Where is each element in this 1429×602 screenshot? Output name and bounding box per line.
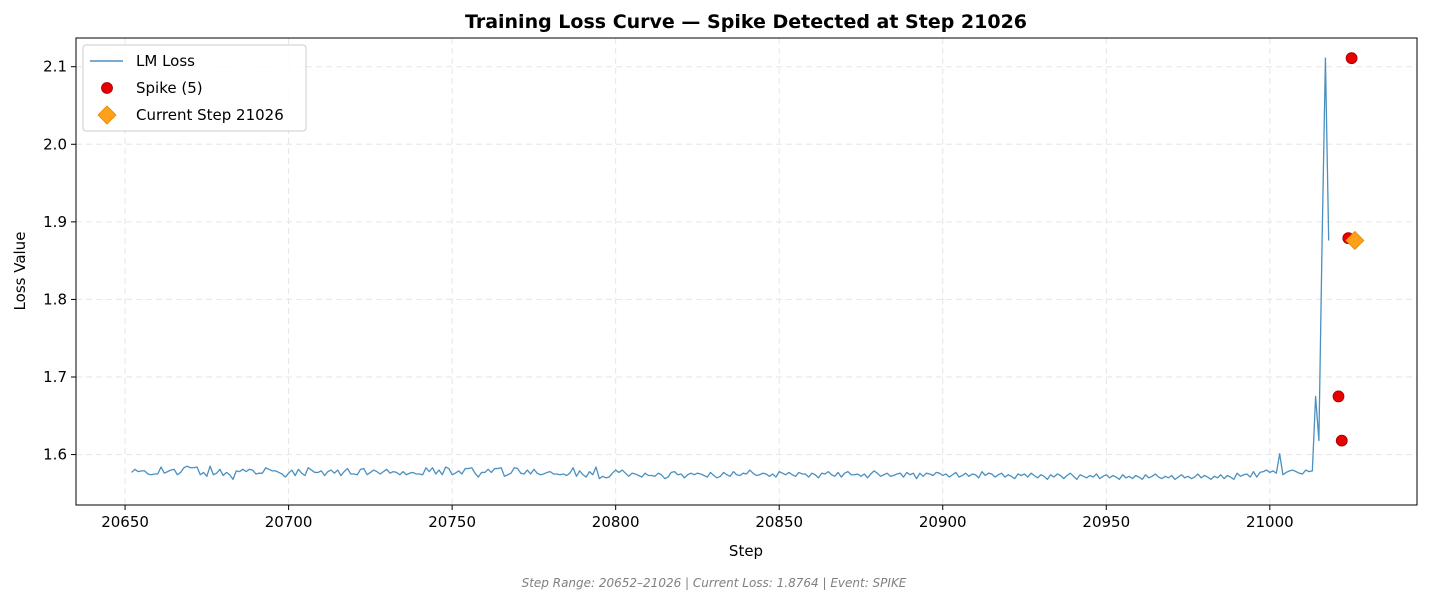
footer-caption: Step Range: 20652–21026 | Current Loss: … (522, 576, 907, 590)
y-tick-label: 2.0 (43, 135, 67, 153)
chart-title: Training Loss Curve — Spike Detected at … (465, 11, 1027, 33)
y-axis-ticks: 1.6 1.7 1.8 1.9 2.0 2.1 (43, 58, 76, 464)
x-tick-label: 20950 (1082, 513, 1130, 531)
legend-dot-swatch (101, 82, 113, 94)
legend-label-spike: Spike (5) (136, 79, 203, 97)
x-tick-label: 20900 (919, 513, 967, 531)
legend-box (82, 44, 307, 132)
spike-point (1335, 434, 1348, 447)
legend-label-current-step: Current Step 21026 (136, 106, 284, 124)
current-step-marker (1345, 230, 1365, 251)
x-tick-label: 21000 (1246, 513, 1294, 531)
x-tick-label: 20650 (101, 513, 149, 531)
series-line-lm-loss (131, 57, 1330, 481)
y-tick-label: 1.7 (43, 368, 67, 386)
x-axis-ticks: 20650 20700 20750 20800 20850 20900 20950 21000 (101, 505, 1294, 531)
y-axis-label: Loss Value (11, 232, 29, 311)
legend-diamond-swatch (97, 105, 117, 125)
x-tick-label: 20700 (265, 513, 313, 531)
y-tick-label: 1.9 (43, 213, 67, 231)
legend: LM Loss Spike (5) Current Step 21026 (82, 44, 307, 132)
x-axis-label: Step (729, 542, 763, 560)
y-tick-label: 2.1 (43, 58, 67, 76)
spike-point (1345, 52, 1358, 65)
plot-area (131, 52, 1365, 481)
x-tick-label: 20800 (592, 513, 640, 531)
y-tick-label: 1.8 (43, 290, 67, 308)
legend-label-lm-loss: LM Loss (136, 52, 195, 70)
x-tick-label: 20750 (428, 513, 476, 531)
x-tick-label: 20850 (755, 513, 803, 531)
axes-frame (75, 37, 1418, 506)
spike-point (1332, 390, 1345, 403)
y-tick-label: 1.6 (43, 446, 67, 464)
